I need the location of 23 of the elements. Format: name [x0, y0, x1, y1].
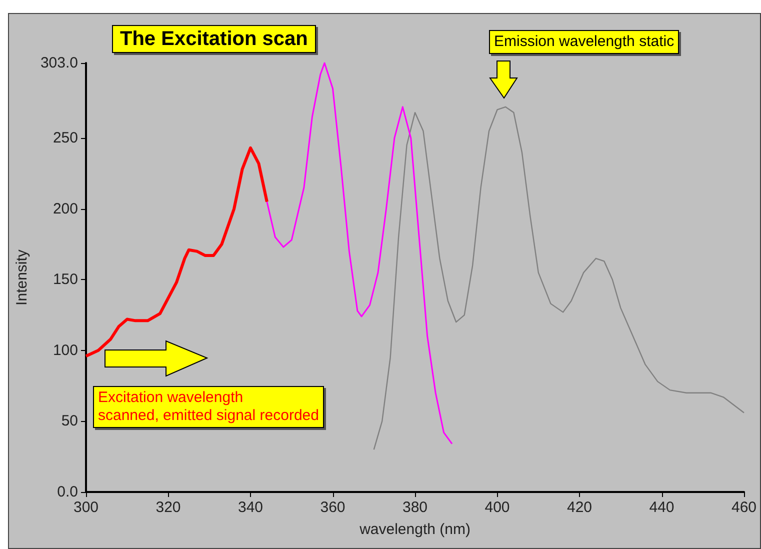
y-tick-label: 100 [52, 342, 78, 359]
chart-title: The Excitation scan [120, 28, 308, 50]
x-tick-label: 420 [566, 499, 592, 516]
x-tick-label: 320 [156, 499, 181, 516]
y-tick-label: 150 [52, 271, 78, 288]
x-tick-label: 400 [484, 499, 510, 516]
x-tick-label: 380 [402, 499, 428, 516]
x-tick-label: 460 [731, 499, 757, 516]
x-tick-label: 340 [238, 499, 264, 516]
y-tick-label: 303.0 [40, 54, 78, 72]
y-tick-label: 50 [61, 412, 78, 430]
x-tick-label: 300 [73, 499, 99, 516]
x-tick-label: 440 [649, 499, 674, 516]
line-series [84, 146, 268, 358]
line-series [373, 106, 745, 450]
y-axis-title: Intensity [14, 249, 31, 306]
y-tick-label: 0.0 [57, 484, 78, 500]
y-tick-label: 250 [52, 130, 78, 147]
annotation: Excitation wavelength scanned, emitted signal recorded [93, 386, 324, 428]
text: Emission wavelength static [489, 30, 680, 54]
x-tick-label: 360 [320, 499, 346, 516]
x-axis-title: wavelength (nm) [358, 521, 470, 538]
y-tick-label: 200 [52, 200, 78, 218]
